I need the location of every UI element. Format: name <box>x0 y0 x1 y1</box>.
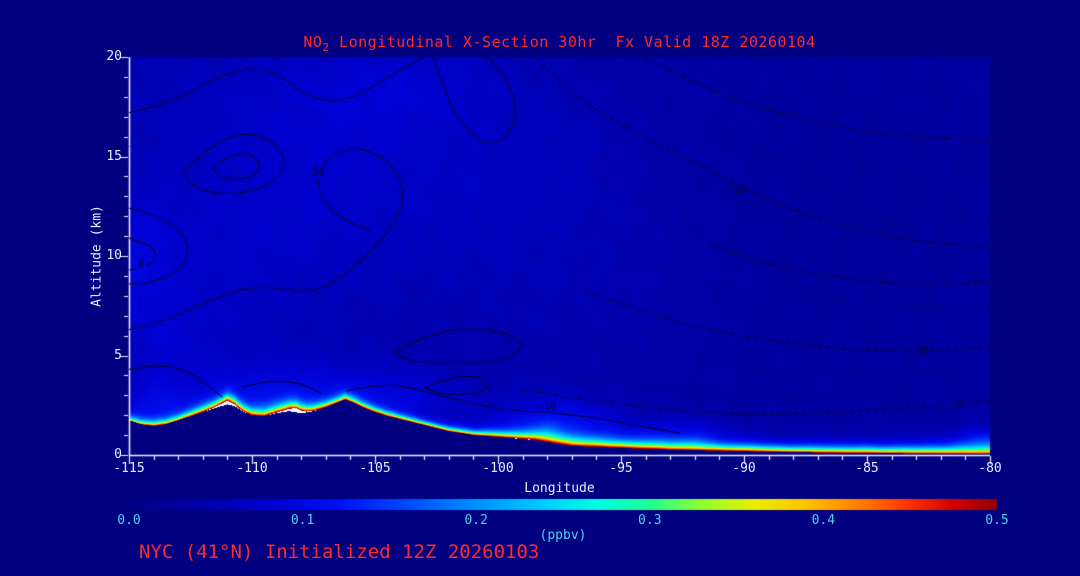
colorbar-units-label: (ppbv) <box>539 528 587 543</box>
x-tick-label: -80 <box>978 461 1002 476</box>
y-tick-label: 20 <box>106 49 122 64</box>
x-tick-label: -110 <box>236 461 268 476</box>
x-tick-label: -85 <box>855 461 879 476</box>
title-chem-symbol: NO <box>303 33 323 51</box>
title-text: Longitudinal X-Section 30hr Fx Valid 18Z… <box>329 33 816 51</box>
colorbar-tick-label: 0.5 <box>985 513 1009 528</box>
colorbar-tick-label: 0.2 <box>464 513 488 528</box>
title-chem-subscript: 2 <box>322 41 330 54</box>
x-axis-label: Longitude <box>524 481 595 496</box>
colorbar-tick-label: 0.3 <box>638 513 662 528</box>
x-tick-label: -90 <box>732 461 756 476</box>
colorbar-tick-label: 0.0 <box>117 513 141 528</box>
x-tick-label: -100 <box>482 461 514 476</box>
x-tick-label: -115 <box>113 461 145 476</box>
colorbar-tick-label: 0.1 <box>290 513 315 528</box>
colorbar-tick-label: 0.4 <box>811 513 836 528</box>
y-tick-label: 5 <box>114 347 122 363</box>
y-tick-label: 15 <box>106 148 122 164</box>
x-tick-label: -105 <box>359 461 391 476</box>
plot-title: NO2 Longitudinal X-Section 30hr Fx Valid… <box>129 33 990 54</box>
y-tick-label: 0 <box>114 447 122 462</box>
init-info-text: NYC (41°N) Initialized 12Z 20260103 <box>139 541 540 563</box>
x-tick-label: -95 <box>609 461 633 476</box>
y-tick-label: 10 <box>106 248 122 263</box>
